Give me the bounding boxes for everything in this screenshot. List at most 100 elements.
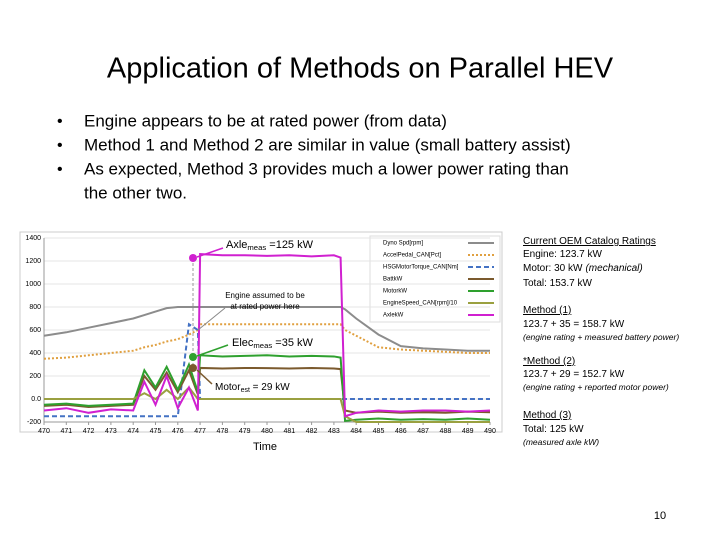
y-tick-label: 1200 bbox=[25, 258, 41, 265]
bullet-text: As expected, Method 3 provides much a lo… bbox=[84, 159, 569, 178]
y-tick-label: 800 bbox=[29, 304, 41, 311]
annotation-sub: meas bbox=[253, 341, 272, 350]
annotation-sub: est bbox=[241, 387, 250, 394]
note: Method (3) bbox=[523, 410, 571, 421]
arrow bbox=[196, 247, 224, 258]
annotation-sub: meas bbox=[247, 243, 266, 252]
x-tick-label: 490 bbox=[484, 428, 496, 435]
note-text: (engine rating + reported motor power) bbox=[523, 382, 669, 392]
note: Method (1) bbox=[523, 305, 571, 316]
note: 123.7 + 35 = 158.7 kW bbox=[523, 319, 625, 330]
series-line bbox=[43, 354, 491, 422]
bullet-text: the other two. bbox=[84, 183, 187, 202]
x-tick-label: 487 bbox=[417, 428, 429, 435]
annotation: Elecmeas =35 kW bbox=[232, 337, 313, 350]
note-text: 123.7 + 29 = 152.7 kW bbox=[523, 369, 625, 380]
y-tick-label: 200 bbox=[29, 373, 41, 380]
note: (engine rating + measured battery power) bbox=[523, 332, 679, 342]
x-axis-label: Time bbox=[253, 441, 277, 453]
note-text: Motor: 30 kW bbox=[523, 263, 583, 274]
note: Total: 125 kW bbox=[523, 424, 584, 435]
x-tick-label: 482 bbox=[306, 428, 318, 435]
x-tick-label: 480 bbox=[261, 428, 273, 435]
series-line bbox=[43, 306, 490, 352]
y-tick-label: -200 bbox=[27, 419, 41, 426]
note: (engine rating + reported motor power) bbox=[523, 382, 669, 392]
note: Engine: 123.7 kW bbox=[523, 249, 602, 260]
note-text: Total: 125 kW bbox=[523, 424, 584, 435]
annotation-text: Elec bbox=[232, 337, 254, 349]
legend-label: MotorkW bbox=[383, 289, 407, 295]
note: Total: 153.7 kW bbox=[523, 278, 592, 289]
annotation-text: Axle bbox=[226, 239, 247, 251]
note: Current OEM Catalog Ratings bbox=[523, 236, 656, 247]
x-tick-label: 486 bbox=[395, 428, 407, 435]
note: (measured axle kW) bbox=[523, 437, 599, 447]
x-tick-label: 473 bbox=[105, 428, 117, 435]
x-tick-label: 477 bbox=[194, 428, 206, 435]
marker-dot bbox=[189, 353, 197, 361]
note: 123.7 + 29 = 152.7 kW bbox=[523, 369, 625, 380]
annotation: at rated power here bbox=[230, 302, 300, 311]
legend-label: HSGMotorTorque_CAN[Nm] bbox=[383, 265, 459, 271]
note-italic: (mechanical) bbox=[585, 263, 642, 274]
legend-label: AxlekW bbox=[383, 313, 404, 319]
series-line bbox=[43, 323, 490, 360]
marker-dot bbox=[189, 364, 197, 372]
note-text: (engine rating + measured battery power) bbox=[523, 332, 679, 342]
x-tick-label: 470 bbox=[38, 428, 50, 435]
note: *Method (2) bbox=[523, 356, 575, 367]
arrow bbox=[196, 344, 229, 357]
series-line bbox=[43, 253, 491, 418]
annotation-rest: =35 kW bbox=[272, 337, 313, 349]
bullet-dot: • bbox=[57, 137, 63, 154]
note-text: *Method (2) bbox=[523, 356, 575, 367]
note-text: Method (3) bbox=[523, 410, 571, 421]
bullet-dot: • bbox=[57, 161, 63, 178]
page-number: 10 bbox=[654, 510, 666, 522]
note-text: Current OEM Catalog Ratings bbox=[523, 236, 656, 247]
slide-title: Application of Methods on Parallel HEV bbox=[107, 53, 614, 85]
note-text: (measured axle kW) bbox=[523, 437, 599, 447]
y-tick-label: 0.0 bbox=[31, 396, 41, 403]
note-text: 123.7 + 35 = 158.7 kW bbox=[523, 319, 625, 330]
series-line bbox=[44, 322, 490, 418]
annotation-rest: =125 kW bbox=[266, 239, 313, 251]
x-tick-label: 475 bbox=[150, 428, 162, 435]
annotation: Engine assumed to be bbox=[225, 291, 305, 300]
note-text: Total: 153.7 kW bbox=[523, 278, 592, 289]
note-text: Engine: 123.7 kW bbox=[523, 249, 602, 260]
x-tick-label: 479 bbox=[239, 428, 251, 435]
note-text: Method (1) bbox=[523, 305, 571, 316]
arrow bbox=[197, 307, 226, 331]
y-tick-label: 400 bbox=[29, 350, 41, 357]
x-tick-label: 471 bbox=[60, 428, 72, 435]
x-tick-label: 485 bbox=[373, 428, 385, 435]
annotation: Axlemeas =125 kW bbox=[226, 239, 314, 252]
x-tick-label: 483 bbox=[328, 428, 340, 435]
legend-label: Dyno Spd[rpm] bbox=[383, 241, 423, 247]
annotation: Motorest = 29 kW bbox=[215, 382, 290, 394]
bullet-dot: • bbox=[57, 113, 63, 130]
x-tick-label: 481 bbox=[283, 428, 295, 435]
legend-label: AccelPedal_CAN[Pct] bbox=[383, 253, 441, 259]
note: Motor: 30 kW (mechanical) bbox=[523, 263, 643, 274]
x-tick-label: 478 bbox=[217, 428, 229, 435]
y-tick-label: 600 bbox=[29, 327, 41, 334]
legend-label: BattkW bbox=[383, 277, 403, 283]
bullet-text: Engine appears to be at rated power (fro… bbox=[84, 111, 447, 130]
x-tick-label: 474 bbox=[127, 428, 139, 435]
bullet-text: Method 1 and Method 2 are similar in val… bbox=[84, 135, 571, 154]
x-tick-label: 488 bbox=[440, 428, 452, 435]
series-line bbox=[44, 385, 490, 423]
y-tick-label: 1000 bbox=[25, 281, 41, 288]
y-tick-label: 1400 bbox=[25, 235, 41, 242]
legend-label: EngineSpeed_CAN[rpm]/10 bbox=[383, 301, 458, 307]
arrow bbox=[196, 369, 213, 385]
x-tick-label: 476 bbox=[172, 428, 184, 435]
annotation-rest: = 29 kW bbox=[250, 382, 290, 393]
marker-dot bbox=[189, 254, 197, 262]
x-tick-label: 484 bbox=[350, 428, 362, 435]
x-tick-label: 489 bbox=[462, 428, 474, 435]
